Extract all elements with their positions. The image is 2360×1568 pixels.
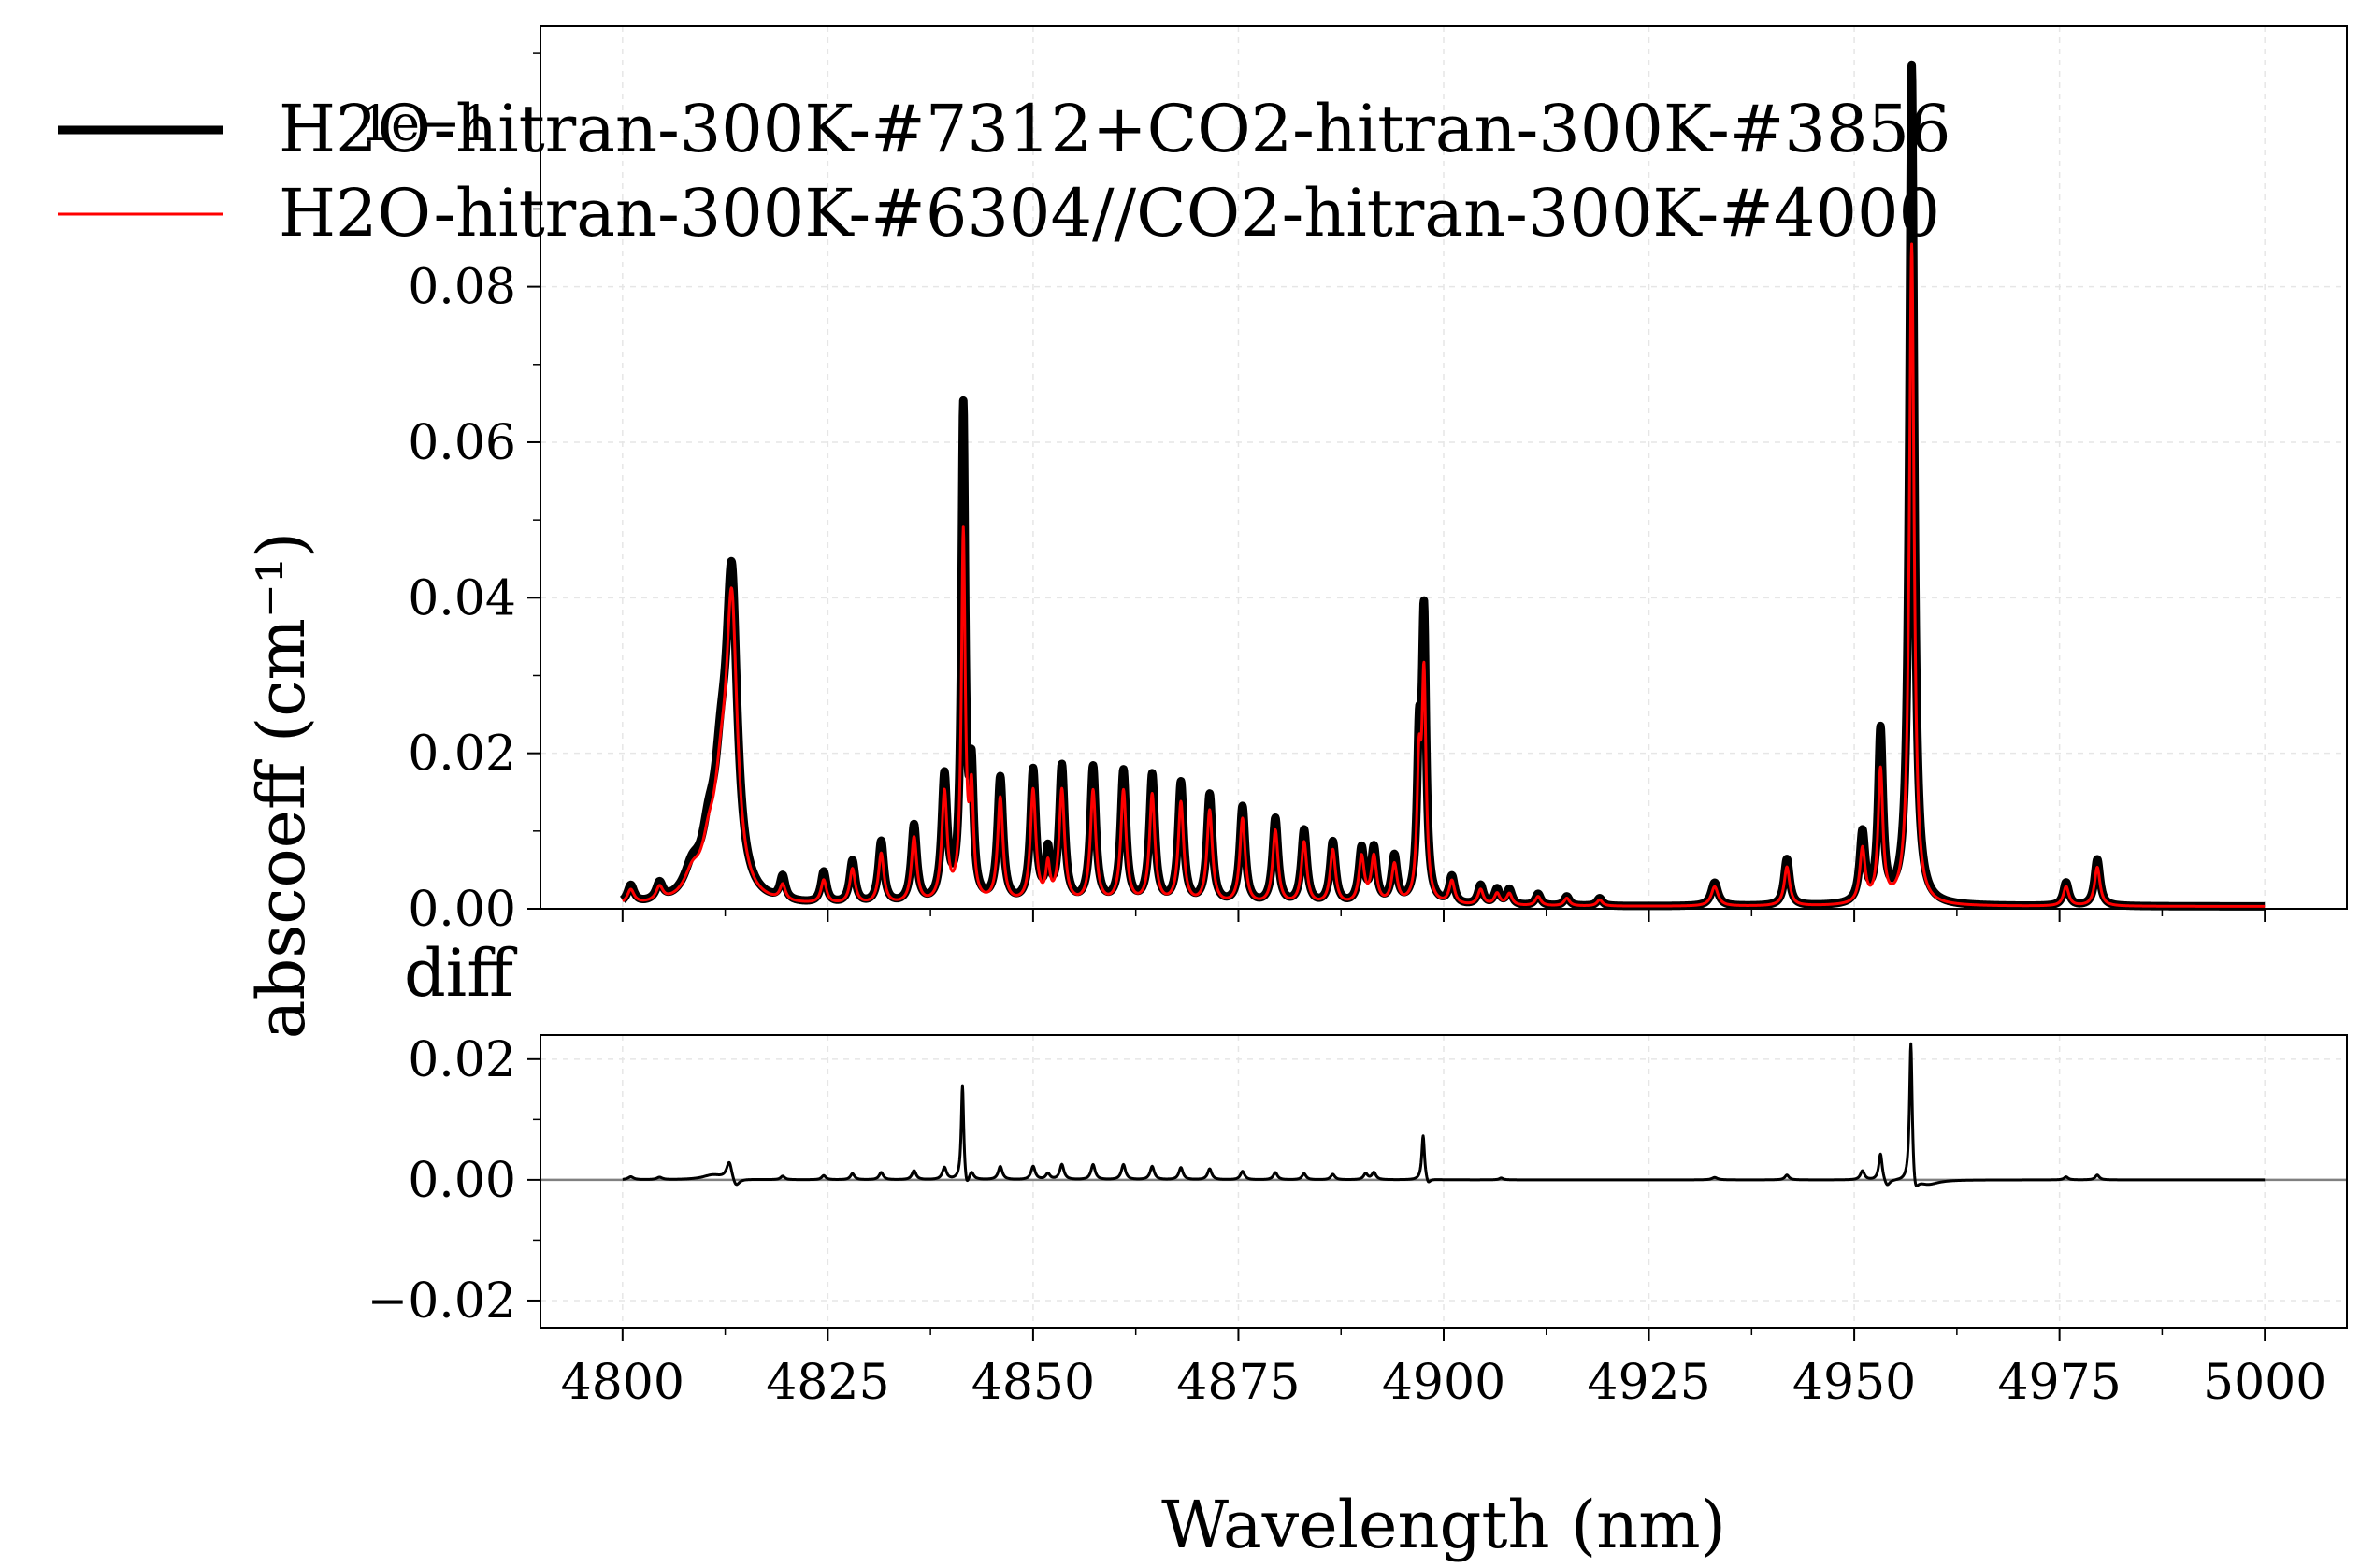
diff-title: diff xyxy=(404,935,517,1012)
x-tick-label-7: 4975 xyxy=(1997,1355,2121,1411)
bottom-y-tick-label-2: 0.02 xyxy=(408,1032,516,1088)
top-y-tick-label-4: 0.08 xyxy=(408,260,516,316)
x-tick-label-6: 4950 xyxy=(1792,1355,1916,1411)
bottom-panel: 4800 4825 4850 4875 4900 4925 4950 4975 5000 −0.0… xyxy=(367,935,2348,1411)
bottom-y-tick-label-1: 0.00 xyxy=(408,1153,516,1209)
y-axis-label: abscoeff (cm⁻¹) xyxy=(243,532,320,1039)
legend: H2O-hitran-300K-#7312+CO2-hitran-300K-#3… xyxy=(58,91,1951,252)
y-exponent-label: 1e−1 xyxy=(360,96,492,152)
legend-label-red: H2O-hitran-300K-#6304//CO2-hitran-300K-#… xyxy=(279,175,1940,252)
x-tick-label-5: 4925 xyxy=(1587,1355,1710,1411)
x-tick-label-3: 4875 xyxy=(1176,1355,1300,1411)
top-series xyxy=(618,60,2269,911)
x-tick-label-1: 4825 xyxy=(766,1355,889,1411)
x-tick-label-4: 4900 xyxy=(1382,1355,1505,1411)
top-ticks: 0.00 0.02 0.04 0.06 0.08 xyxy=(408,52,2266,938)
bottom-series xyxy=(621,1042,2266,1187)
x-tick-label-2: 4850 xyxy=(971,1355,1095,1411)
top-grid xyxy=(540,26,2347,910)
bottom-series-line-0 xyxy=(621,1042,2266,1187)
x-tick-label-8: 5000 xyxy=(2203,1355,2326,1411)
bottom-y-tick-label-0: −0.02 xyxy=(367,1273,516,1330)
top-y-tick-label-3: 0.06 xyxy=(408,415,516,471)
x-axis-label: Wavelength (nm) xyxy=(1161,1487,1726,1563)
top-y-tick-label-1: 0.02 xyxy=(408,726,516,783)
top-series-line-1 xyxy=(621,242,2266,908)
bottom-ticks: 4800 4825 4850 4875 4900 4925 4950 4975 5000 −0.0… xyxy=(367,1032,2327,1411)
top-y-tick-label-2: 0.04 xyxy=(408,570,516,626)
top-panel: 0.00 0.02 0.04 0.06 0.08 1e−1 xyxy=(360,25,2348,938)
top-y-tick-label-0: 0.00 xyxy=(408,882,516,938)
legend-label-black: H2O-hitran-300K-#7312+CO2-hitran-300K-#3… xyxy=(279,91,1951,167)
x-tick-label-0: 4800 xyxy=(561,1355,684,1411)
